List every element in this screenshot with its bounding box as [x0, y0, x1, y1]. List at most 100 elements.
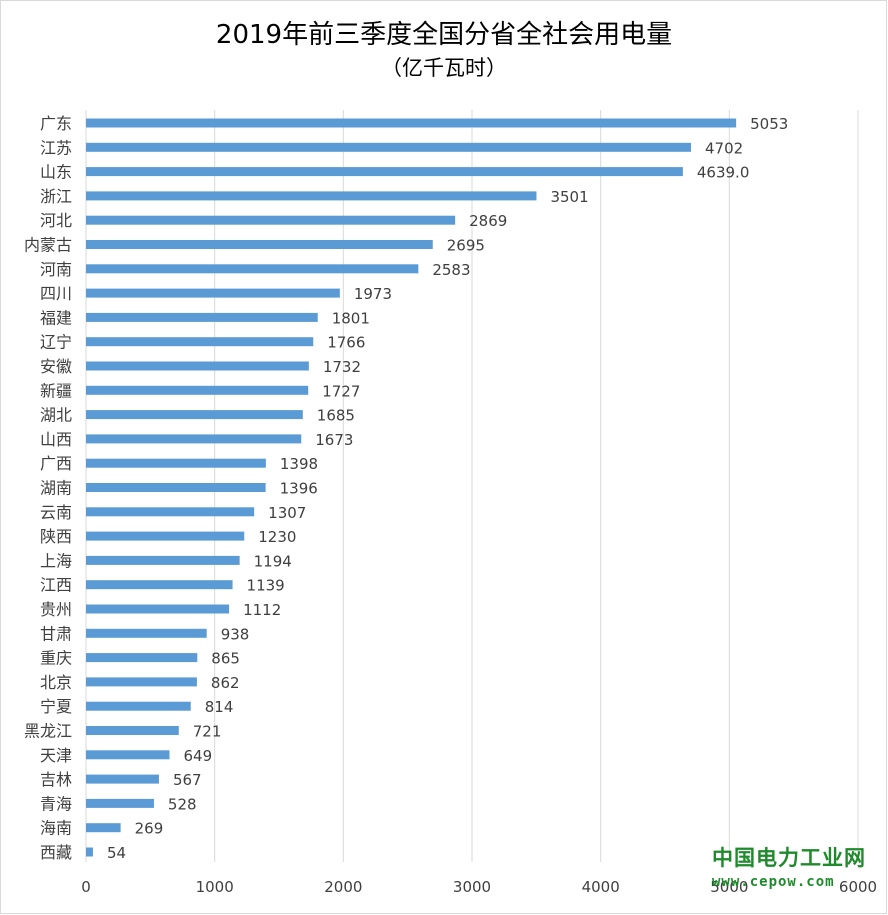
bar	[86, 240, 433, 249]
x-tick-labels: 0 1000 2000 3000 4000 5000 6000	[81, 878, 877, 896]
bar	[86, 458, 266, 468]
bar	[86, 215, 456, 225]
category-label: 四川	[40, 284, 72, 303]
category-label: 江西	[40, 576, 72, 595]
value-label: 1766	[327, 334, 365, 352]
x-tick-label: 6000	[839, 878, 877, 896]
bar	[86, 385, 309, 395]
value-label: 2583	[432, 261, 470, 279]
category-label: 浙江	[40, 187, 72, 206]
bar	[86, 167, 683, 177]
value-label: 865	[211, 650, 240, 668]
bar	[86, 434, 302, 444]
bar	[86, 798, 154, 808]
x-tick-label: 5000	[710, 878, 748, 896]
value-label: 54	[107, 844, 126, 862]
category-label: 贵州	[40, 600, 72, 619]
category-label: 内蒙古	[24, 236, 72, 255]
value-label: 1307	[268, 504, 306, 522]
value-label: 1673	[315, 431, 353, 449]
category-label: 河南	[40, 260, 72, 279]
bar	[86, 288, 340, 298]
category-label: 宁夏	[40, 697, 72, 716]
value-label: 862	[211, 674, 240, 692]
bar	[86, 531, 245, 541]
bar	[86, 483, 266, 492]
bar	[86, 677, 197, 687]
bar	[86, 823, 121, 833]
bar	[86, 628, 207, 638]
value-label: 1727	[322, 382, 360, 400]
value-label: 4639.0	[697, 164, 750, 182]
value-label: 1230	[258, 528, 296, 546]
bar	[86, 361, 309, 371]
category-label: 北京	[40, 673, 72, 692]
category-label: 西藏	[40, 843, 72, 862]
category-label: 湖南	[40, 479, 72, 498]
category-label: 辽宁	[40, 333, 72, 352]
value-label: 1139	[247, 577, 285, 595]
value-label: 1112	[243, 601, 281, 619]
category-label: 吉林	[40, 770, 72, 789]
category-label: 上海	[40, 551, 72, 570]
watermark-name: 中国电力工业网	[712, 846, 866, 870]
bar	[86, 580, 233, 590]
bar	[86, 118, 737, 128]
bar	[86, 337, 314, 347]
value-label: 2695	[447, 237, 485, 255]
category-label: 安徽	[40, 357, 72, 376]
bar	[86, 604, 230, 614]
bar	[86, 264, 419, 274]
value-label: 721	[193, 723, 222, 741]
bar	[86, 410, 303, 420]
gridlines	[85, 110, 859, 862]
bar	[86, 750, 170, 760]
x-tick-label: 3000	[453, 878, 491, 896]
category-label: 江苏	[40, 138, 72, 157]
category-label: 河北	[40, 211, 72, 230]
value-label: 2869	[469, 212, 507, 230]
x-tick-label: 1000	[196, 878, 234, 896]
value-label: 1194	[254, 552, 292, 570]
value-label: 1398	[280, 455, 318, 473]
category-label: 陕西	[40, 527, 72, 546]
category-label: 湖北	[40, 406, 72, 425]
value-label: 1732	[323, 358, 361, 376]
bar	[86, 701, 191, 711]
category-label: 广西	[40, 454, 72, 473]
category-labels: 广东江苏山东浙江河北内蒙古河南四川福建辽宁安徽新疆湖北山西广西湖南云南陕西上海江…	[24, 114, 72, 862]
x-tick-label: 4000	[582, 878, 620, 896]
value-label: 4702	[705, 139, 743, 157]
bar	[86, 507, 255, 517]
category-label: 天津	[40, 746, 72, 765]
watermark-logo: 中国电力工业网 www.cepow.com	[712, 846, 866, 890]
category-label: 山西	[40, 430, 72, 449]
value-label: 814	[205, 698, 234, 716]
x-tick-label: 0	[81, 878, 91, 896]
value-label: 649	[184, 747, 213, 765]
value-label: 938	[221, 625, 250, 643]
value-labels: 5053 4702 4639.0 3501 2869 2695 2583 1973 1801 17…	[107, 115, 788, 862]
chart-title: 2019年前三季度全国分省全社会用电量	[215, 20, 673, 50]
bar	[86, 191, 537, 201]
category-label: 山东	[40, 163, 72, 182]
bar	[86, 142, 691, 152]
category-label: 云南	[40, 503, 72, 522]
x-tick-label: 2000	[324, 878, 362, 896]
value-label: 528	[168, 795, 197, 813]
category-label: 青海	[40, 794, 72, 813]
bar	[86, 774, 159, 784]
bars	[86, 118, 737, 857]
value-label: 1685	[317, 407, 355, 425]
category-label: 新疆	[40, 381, 72, 400]
value-label: 269	[135, 820, 164, 838]
bar	[86, 555, 240, 565]
value-label: 3501	[550, 188, 588, 206]
bar	[86, 847, 93, 857]
value-label: 1396	[280, 480, 318, 498]
category-label: 海南	[40, 819, 72, 838]
category-label: 广东	[40, 114, 72, 133]
category-label: 重庆	[40, 649, 72, 668]
